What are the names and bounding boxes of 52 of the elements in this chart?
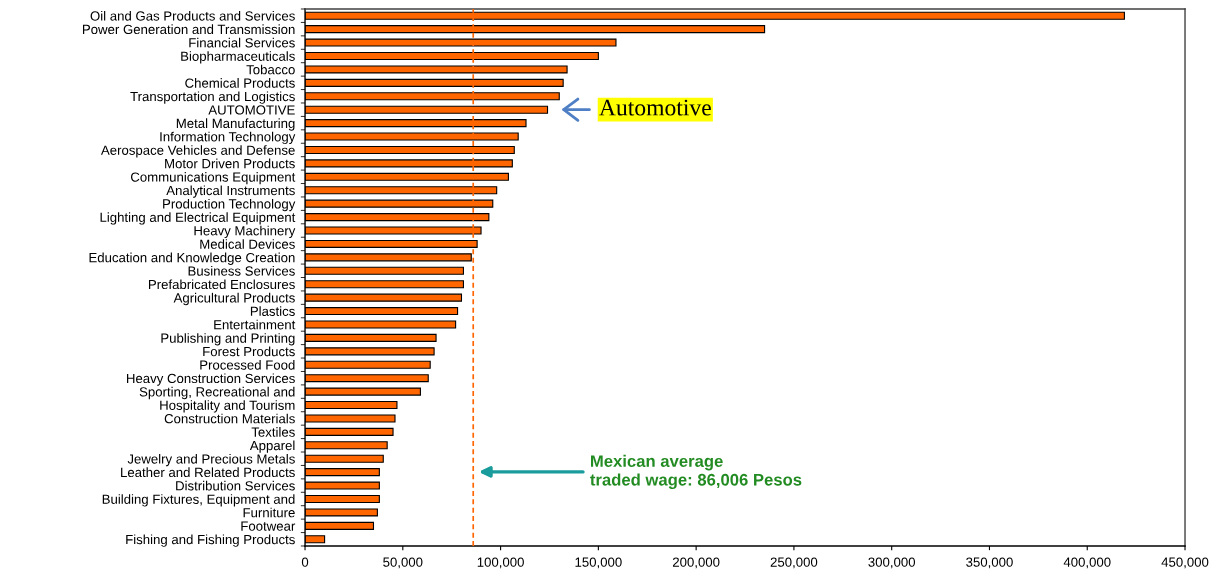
y-tick-label: Fishing and Fishing Products — [126, 534, 295, 547]
y-tick-label: Hospitality and Tourism — [160, 400, 295, 413]
y-tick-label: Textiles — [251, 427, 295, 437]
x-tick-label: 450,000 — [1161, 557, 1209, 569]
y-tick-label: Heavy Machinery — [194, 225, 296, 239]
y-tick-label: Apparel — [249, 440, 295, 453]
y-tick-label: Publishing and Printing — [161, 333, 295, 346]
y-tick-label: Furniture — [243, 507, 295, 518]
y-tick-label: Construction Materials — [164, 413, 295, 424]
y-tick-label: Biopharmaceuticals — [181, 51, 295, 64]
y-tick-label: Lighting and Electrical Equipment — [100, 212, 296, 225]
y-tick-label: Communications Equipment — [130, 172, 296, 185]
y-tick-label: Transportation and Logistics — [130, 91, 295, 104]
annotation: Mexican average traded wage: 86,006 Pesos — [590, 454, 802, 490]
y-tick-label: Metal Manufacturing — [176, 118, 295, 131]
x-tick-label: 300,000 — [868, 557, 916, 569]
y-tick-label: Aerospace Vehicles and Defense — [100, 145, 295, 158]
y-tick-label: Jewelry and Precious Metals — [127, 453, 295, 467]
y-tick-label: AUTOMOTIVE — [208, 105, 295, 115]
x-tick-label: 350,000 — [966, 557, 1013, 569]
y-tick-label: Forest Products — [203, 346, 295, 357]
y-tick-label: Building Fixtures, Equipment and — [102, 494, 295, 507]
annotation: Automotive — [599, 99, 711, 116]
y-tick-label: Distribution Services — [176, 480, 295, 491]
x-tick-label: 50,000 — [383, 557, 423, 569]
y-tick-label: Chemical Products — [185, 78, 295, 88]
y-tick-label: Oil and Gas Products and Services — [90, 10, 295, 21]
y-tick-label: Heavy Construction Services — [127, 373, 295, 386]
y-tick-label: Information Technology — [160, 131, 296, 145]
y-tick-label: Financial Services — [189, 37, 295, 48]
y-tick-label: Analytical Instruments — [166, 185, 295, 198]
y-tick-label: Business Services — [188, 266, 295, 276]
y-tick-label: Agricultural Products — [173, 292, 295, 306]
x-tick-label: 100,000 — [477, 557, 524, 569]
y-tick-label: Motor Driven Products — [165, 158, 295, 169]
x-tick-label: 150,000 — [575, 557, 622, 569]
y-tick-label: Leather and Related Products — [121, 467, 295, 478]
y-tick-label: Plastics — [250, 306, 295, 316]
y-tick-label: Tobacco — [246, 64, 295, 75]
x-tick-label: 0 — [301, 557, 309, 567]
y-tick-label: Production Technology — [163, 198, 296, 212]
y-tick-label: Processed Food — [200, 359, 295, 370]
y-tick-label: Sporting, Recreational and — [139, 386, 295, 400]
y-tick-label: Education and Knowledge Creation — [89, 252, 295, 265]
x-tick-label: 400,000 — [1063, 557, 1111, 569]
x-tick-label: 250,000 — [770, 557, 818, 569]
y-tick-label: Medical Devices — [200, 239, 295, 249]
x-tick-label: 200,000 — [672, 557, 720, 569]
y-tick-label: Entertainment — [214, 319, 296, 330]
y-tick-label: Prefabricated Enclosures — [148, 279, 295, 290]
y-tick-label: Footwear — [241, 521, 296, 531]
y-tick-label: Power Generation and Transmission — [82, 24, 295, 35]
